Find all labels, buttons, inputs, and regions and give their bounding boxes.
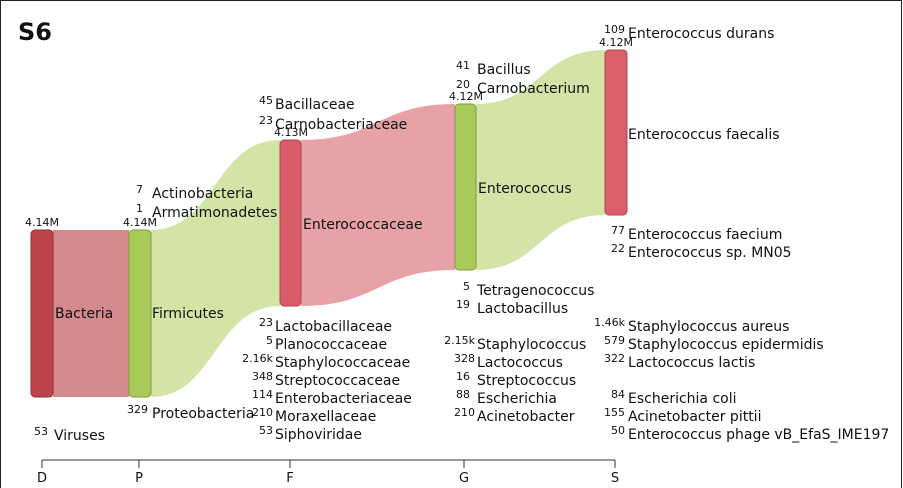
node-label: Carnobacterium — [477, 81, 590, 97]
node-label: Enterococcus — [478, 181, 572, 197]
node-label: Acinetobacter — [477, 409, 575, 425]
node-label: Bacteria — [55, 306, 113, 322]
node-count: 23 — [259, 114, 273, 127]
node-count: 5 — [266, 334, 273, 347]
node-label: Lactococcus — [477, 355, 563, 371]
node-bar — [454, 103, 477, 271]
axis-label: P — [135, 471, 143, 486]
node-label: Viruses — [54, 428, 105, 444]
node-label: Enterococcus durans — [628, 26, 774, 42]
node-label: Armatimonadetes — [152, 205, 277, 221]
node-count: 579 — [604, 334, 625, 347]
node-label: Bacillus — [477, 62, 531, 78]
node-count: 329 — [127, 403, 148, 416]
node-label: Staphylococcus — [477, 337, 586, 353]
node-count: 4.14M — [123, 216, 157, 229]
node-count: 22 — [611, 242, 625, 255]
node-label: Acinetobacter pittii — [628, 409, 761, 425]
node-count: 210 — [454, 406, 475, 419]
node-label: Enterobacteriaceae — [275, 391, 412, 407]
node-count: 16 — [456, 370, 470, 383]
node-count: 4.12M — [599, 36, 633, 49]
node-count: 45 — [259, 94, 273, 107]
axis-label: G — [459, 471, 469, 486]
node-count: 53 — [259, 424, 273, 437]
node-label: Tetragenococcus — [476, 283, 594, 299]
node-count: 4.12M — [449, 90, 483, 103]
node-bar — [279, 139, 302, 307]
node-count: 2.15k — [444, 334, 475, 347]
node-label: Planococcaceae — [275, 337, 387, 353]
node-bar — [30, 229, 54, 398]
axis-label: S — [611, 471, 619, 486]
node-label: Lactococcus lactis — [628, 355, 755, 371]
node-label: Enterococcus faecium — [628, 227, 782, 243]
node-label: Enterococcus sp. MN05 — [628, 245, 792, 261]
node-label: Escherichia — [477, 391, 557, 407]
node-count: 7 — [136, 183, 143, 196]
node-label: Proteobacteria — [152, 406, 254, 422]
node-count: 77 — [611, 224, 625, 237]
node-label: Enterococcus faecalis — [628, 127, 780, 143]
node-count: 41 — [456, 59, 470, 72]
node-label: Escherichia coli — [628, 391, 737, 407]
node-count: 53 — [34, 425, 48, 438]
node-count: 322 — [604, 352, 625, 365]
node-label: Enterococcaceae — [303, 217, 423, 233]
node-label: Firmicutes — [152, 306, 224, 322]
node-label: Actinobacteria — [152, 186, 253, 202]
node-label: Streptococcaceae — [275, 373, 400, 389]
node-label: Staphylococcus aureus — [628, 319, 789, 335]
node-count: 88 — [456, 388, 470, 401]
node-count: 1.46k — [594, 316, 625, 329]
node-count: 114 — [252, 388, 273, 401]
node-label: Bacillaceae — [275, 97, 355, 113]
node-count: 348 — [252, 370, 273, 383]
node-label: Lactobacillus — [477, 301, 568, 317]
node-label: Moraxellaceae — [275, 409, 376, 425]
node-label: Lactobacillaceae — [275, 319, 392, 335]
title: S6 — [18, 18, 52, 46]
axis-label: F — [286, 471, 293, 486]
node-count: 50 — [611, 424, 625, 437]
node-label: Staphylococcus epidermidis — [628, 337, 824, 353]
node-count: 2.16k — [242, 352, 273, 365]
node-bar — [128, 229, 152, 398]
node-count: 19 — [456, 298, 470, 311]
flow — [476, 50, 605, 270]
node-count: 155 — [604, 406, 625, 419]
node-count: 109 — [604, 23, 625, 36]
flow — [53, 230, 129, 397]
node-count: 328 — [454, 352, 475, 365]
node-count: 1 — [136, 202, 143, 215]
node-count: 4.14M — [25, 216, 59, 229]
node-label: Staphylococcaceae — [275, 355, 410, 371]
node-label: Carnobacteriaceae — [275, 117, 407, 133]
node-label: Enterococcus phage vB_EfaS_IME197 — [628, 427, 889, 443]
node-bar — [604, 49, 628, 216]
axis-label: D — [37, 471, 47, 486]
node-count: 4.13M — [274, 126, 308, 139]
node-count: 23 — [259, 316, 273, 329]
node-count: 20 — [456, 78, 470, 91]
node-label: Streptococcus — [477, 373, 576, 389]
node-count: 5 — [463, 280, 470, 293]
node-label: Siphoviridae — [275, 427, 362, 443]
flow — [301, 104, 455, 306]
node-count: 84 — [611, 388, 625, 401]
flow — [151, 140, 280, 397]
node-count: 210 — [252, 406, 273, 419]
